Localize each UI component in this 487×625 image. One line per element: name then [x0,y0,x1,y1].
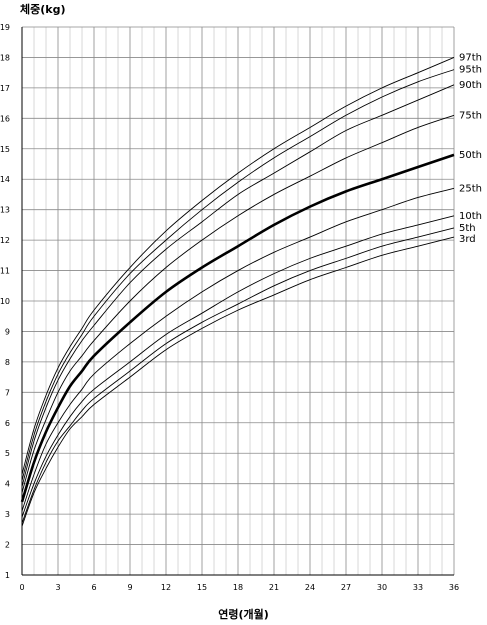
x-tick-label: 6 [91,583,96,592]
y-tick-label: 4 [5,480,10,489]
y-tick-label: 16 [0,114,10,123]
x-tick-label: 36 [449,583,459,592]
y-tick-label: 6 [5,419,10,428]
percentile-line-25th [21,187,455,512]
percentile-line-3rd [21,236,455,527]
y-tick-label: 1 [5,571,10,580]
y-tick-label: 12 [0,236,10,245]
percentile-line-10th [21,215,455,518]
series-label-95th: 95th [459,65,482,76]
percentile-line-97th [21,57,455,475]
x-tick-label: 27 [341,583,351,592]
y-tick-label: 11 [0,267,10,276]
y-tick-label: 10 [0,297,10,306]
x-tick-label: 15 [197,583,207,592]
series-label-5th: 5th [459,223,476,234]
x-tick-label: 12 [161,583,171,592]
x-tick-label: 0 [19,583,24,592]
y-tick-label: 9 [5,327,10,336]
x-tick-label: 18 [233,583,243,592]
y-tick-label: 5 [5,449,10,458]
grid-major [21,26,455,576]
y-tick-label: 8 [5,358,10,367]
x-tick-label: 9 [127,583,132,592]
y-tick-label: 2 [5,541,10,550]
y-tick-label: 7 [5,388,10,397]
series-label-25th: 25th [459,183,482,194]
x-tick-label: 21 [269,583,279,592]
series-label-75th: 75th [459,110,482,121]
x-tick-label: 30 [377,583,387,592]
y-tick-label: 13 [0,206,10,215]
series-label-3rd: 3rd [459,234,476,245]
percentile-line-95th [21,69,455,481]
x-axis-title: 연령(개월) [218,608,269,621]
series-label-10th: 10th [459,211,482,222]
series-label-97th: 97th [459,52,482,63]
y-tick-label: 18 [0,53,10,62]
x-tick-label: 3 [55,583,60,592]
percentile-line-50th [20,153,455,503]
y-tick-label: 19 [0,23,10,32]
series-label-50th: 50th [459,150,482,161]
percentile-line-5th [21,227,455,524]
x-tick-label: 33 [413,583,423,592]
y-axis-title: 체중(kg) [20,3,66,16]
series-label-90th: 90th [459,80,482,91]
x-tick-label: 24 [305,583,315,592]
series-lines [20,57,455,527]
percentile-line-75th [21,114,455,493]
y-tick-label: 14 [0,175,10,184]
y-tick-label: 17 [0,84,10,93]
y-tick-label: 3 [5,510,10,519]
y-tick-label: 15 [0,145,10,154]
percentile-line-90th [21,84,455,487]
